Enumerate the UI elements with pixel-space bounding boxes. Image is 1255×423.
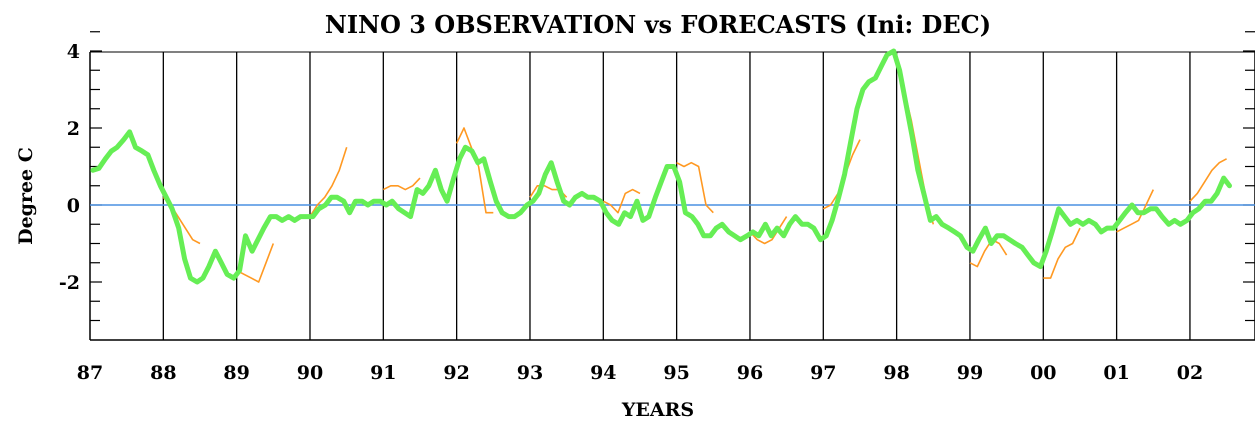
x-axis-label: YEARS (621, 399, 694, 421)
x-tick-label: 95 (663, 362, 689, 384)
forecast-line-7 (602, 188, 641, 214)
x-tick-label: 92 (443, 362, 469, 384)
forecast-line-13 (1043, 227, 1081, 279)
x-tick-labels: 87 88 89 90 91 92 93 94 95 96 97 98 99 00 01 02 (77, 362, 1203, 384)
forecast-line-15 (1189, 158, 1227, 202)
forecast-line-12 (969, 238, 1008, 268)
forecast-line-9 (749, 216, 788, 245)
y-tick-label: 0 (67, 195, 80, 217)
forecast-line-10 (822, 139, 861, 210)
y-tick-label: -2 (59, 272, 80, 294)
x-tick-label: 94 (590, 362, 616, 384)
forecast-line-2 (236, 243, 275, 283)
chart-title: NINO 3 OBSERVATION vs FORECASTS (Ini: DE… (325, 10, 991, 39)
x-tick-label: 01 (1103, 362, 1129, 384)
y-tick-label: 2 (67, 118, 80, 140)
forecast-line-14 (1116, 189, 1155, 233)
observation-series-line (90, 48, 1232, 285)
forecast-line-4 (382, 177, 421, 191)
y-tick-label: 4 (67, 41, 80, 63)
year-grid-lines (162, 52, 1191, 340)
x-tick-label: 91 (370, 362, 396, 384)
y-axis-label: Degree C (15, 147, 37, 245)
x-tick-label: 90 (297, 362, 323, 384)
y-tick-labels: -2 0 2 4 (59, 41, 80, 294)
x-tick-label: 02 (1177, 362, 1203, 384)
x-tick-label: 96 (737, 362, 763, 384)
x-tick-label: 89 (223, 362, 249, 384)
x-tick-label: 97 (810, 362, 836, 384)
forecast-series (162, 58, 1227, 283)
x-tick-label: 93 (517, 362, 543, 384)
x-tick-label: 88 (150, 362, 176, 384)
forecast-line-3 (309, 147, 348, 218)
y-axis-ticks (90, 31, 1255, 322)
plot-area (89, 31, 1255, 341)
x-tick-label: 98 (883, 362, 909, 384)
x-tick-label: 99 (957, 362, 983, 384)
x-tick-label: 00 (1030, 362, 1056, 384)
x-tick-label: 87 (77, 362, 103, 384)
forecast-line-8 (676, 161, 714, 214)
